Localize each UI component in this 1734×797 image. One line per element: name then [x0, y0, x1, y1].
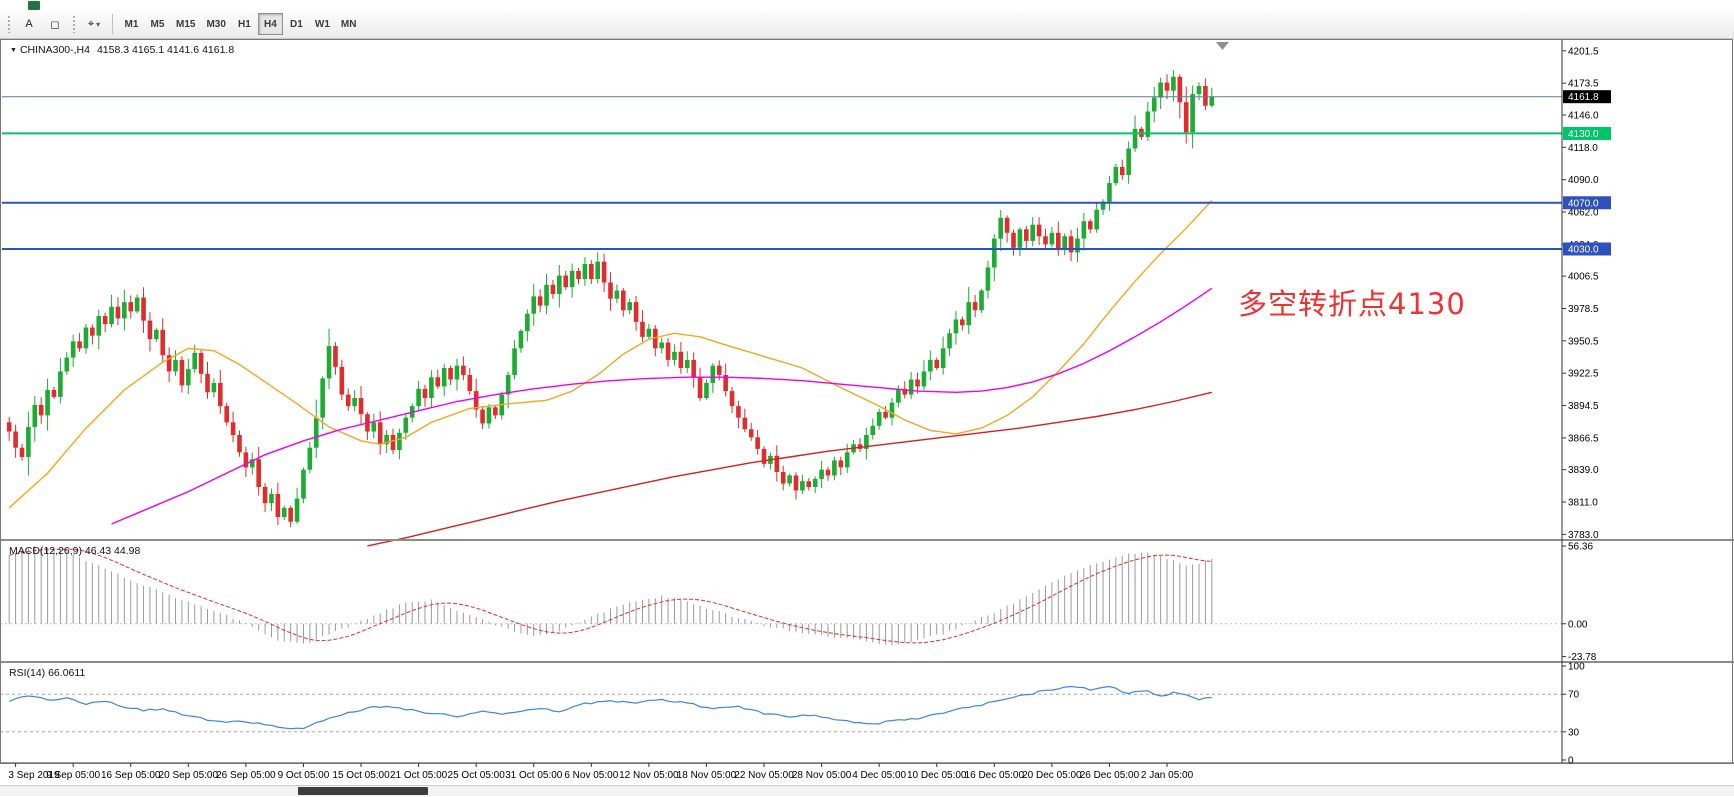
- svg-text:3866.5: 3866.5: [1568, 433, 1599, 444]
- svg-text:4118.0: 4118.0: [1568, 143, 1598, 154]
- svg-text:-23.78: -23.78: [1568, 652, 1597, 663]
- svg-text:4161.8: 4161.8: [1568, 92, 1599, 103]
- cursor-tool-button[interactable]: ⌖ ▾: [82, 13, 106, 35]
- h-scrollbar-thumb[interactable]: [298, 787, 428, 795]
- svg-text:28 Nov 05:00: 28 Nov 05:00: [792, 770, 852, 781]
- svg-text:70: 70: [1568, 690, 1580, 701]
- svg-text:20 Dec 05:00: 20 Dec 05:00: [1022, 770, 1082, 781]
- svg-text:3839.0: 3839.0: [1568, 465, 1599, 476]
- svg-text:0: 0: [1568, 756, 1574, 767]
- svg-text:16 Sep 05:00: 16 Sep 05:00: [101, 770, 161, 781]
- collapse-triangle-icon[interactable]: ▼: [10, 47, 17, 54]
- text-tool-button[interactable]: A: [17, 13, 41, 35]
- rsi-label: RSI(14) 66.0611: [9, 667, 86, 679]
- svg-text:4146.0: 4146.0: [1568, 110, 1599, 121]
- svg-text:3950.5: 3950.5: [1568, 336, 1599, 347]
- svg-text:10 Dec 05:00: 10 Dec 05:00: [907, 770, 967, 781]
- timeframe-d1-button[interactable]: D1: [284, 13, 309, 35]
- svg-text:3922.5: 3922.5: [1568, 369, 1599, 380]
- svg-text:25 Oct 05:00: 25 Oct 05:00: [448, 770, 506, 781]
- svg-text:3894.5: 3894.5: [1568, 401, 1599, 412]
- svg-text:12 Nov 05:00: 12 Nov 05:00: [619, 770, 679, 781]
- price-axis[interactable]: 4201.54173.54146.04118.04090.04062.04034…: [1562, 46, 1611, 541]
- svg-text:4130.0: 4130.0: [1568, 129, 1599, 140]
- ma-mid-line: [111, 287, 1213, 525]
- timeframe-h1-button[interactable]: H1: [232, 13, 257, 35]
- svg-text:4006.5: 4006.5: [1568, 272, 1599, 283]
- svg-text:4 Dec 05:00: 4 Dec 05:00: [852, 770, 906, 781]
- h-scrollbar[interactable]: [0, 785, 1734, 796]
- svg-text:31 Oct 05:00: 31 Oct 05:00: [505, 770, 563, 781]
- chart-area: 4201.54173.54146.04118.04090.04062.04034…: [0, 39, 1734, 796]
- svg-text:4070.0: 4070.0: [1568, 198, 1599, 209]
- toolbar: A ◻ ⌖ ▾ M1 M5 M15 M30 H1 H4 D1 W1 MN: [0, 10, 1734, 39]
- svg-text:26 Sep 05:00: 26 Sep 05:00: [216, 770, 276, 781]
- svg-text:9 Oct 05:00: 9 Oct 05:00: [278, 770, 330, 781]
- app-icon: [28, 1, 40, 10]
- horizontal-levels: [2, 96, 1562, 250]
- chart-annotation: 多空转折点4130: [1238, 287, 1466, 321]
- toolbar-separator: [112, 14, 113, 34]
- timeframe-h4-button[interactable]: H4: [257, 13, 283, 35]
- chevron-down-icon: ▾: [96, 19, 101, 29]
- svg-text:16 Dec 05:00: 16 Dec 05:00: [965, 770, 1025, 781]
- svg-text:2 Jan 05:00: 2 Jan 05:00: [1141, 770, 1194, 781]
- macd-signal-line: [9, 548, 1212, 644]
- timeframe-m1-button[interactable]: M1: [119, 13, 144, 35]
- svg-text:4090.0: 4090.0: [1568, 175, 1599, 186]
- rsi-line: [8, 685, 1212, 730]
- svg-text:4062.0: 4062.0: [1568, 208, 1599, 219]
- candlesticks: [6, 70, 1215, 528]
- macd-label: MACD(12,26,9) 46.43 44.98: [9, 545, 141, 557]
- chart-border: [0, 39, 1733, 764]
- svg-text:15 Oct 05:00: 15 Oct 05:00: [332, 770, 390, 781]
- ma-slow-line: [367, 391, 1212, 547]
- shapes-tool-button[interactable]: ◻: [43, 13, 67, 35]
- timeframe-mn-button[interactable]: MN: [336, 13, 362, 35]
- svg-text:4201.5: 4201.5: [1568, 46, 1599, 57]
- svg-text:4173.5: 4173.5: [1568, 79, 1599, 90]
- symbol-period-label: CHINA300-,H4: [19, 44, 90, 56]
- svg-text:22 Nov 05:00: 22 Nov 05:00: [734, 770, 794, 781]
- timeframe-m15-button[interactable]: M15: [171, 13, 200, 35]
- svg-text:56.36: 56.36: [1568, 542, 1593, 553]
- crosshair-icon: ⌖: [87, 17, 95, 30]
- svg-text:3978.5: 3978.5: [1568, 304, 1599, 315]
- svg-text:3811.0: 3811.0: [1568, 498, 1598, 509]
- svg-text:4030.0: 4030.0: [1568, 244, 1599, 255]
- svg-text:3783.0: 3783.0: [1568, 530, 1599, 541]
- titlebar: [0, 0, 1734, 10]
- timeframe-w1-button[interactable]: W1: [310, 13, 335, 35]
- svg-text:6 Nov 05:00: 6 Nov 05:00: [564, 770, 618, 781]
- chart-shift-marker-icon[interactable]: [1216, 42, 1229, 50]
- svg-text:0.00: 0.00: [1568, 619, 1588, 630]
- timeframe-buttons: M1 M5 M15 M30 H1 H4 D1 W1 MN: [119, 13, 361, 35]
- timeframe-m5-button[interactable]: M5: [145, 13, 170, 35]
- toolbar-grip-2[interactable]: [72, 15, 77, 33]
- chart-canvas[interactable]: 4201.54173.54146.04118.04090.04062.04034…: [0, 39, 1734, 796]
- svg-text:18 Nov 05:00: 18 Nov 05:00: [677, 770, 737, 781]
- svg-text:30: 30: [1568, 727, 1580, 738]
- svg-text:100: 100: [1568, 662, 1585, 673]
- ma-fast-line: [8, 200, 1213, 509]
- ohlc-values: 4158.3 4165.1 4141.6 4161.8: [96, 44, 235, 56]
- svg-text:3 Sep 2019: 3 Sep 2019: [8, 770, 60, 781]
- chart-title: ▼ CHINA300-,H4 4158.3 4165.1 4141.6 4161.8: [10, 44, 234, 56]
- svg-text:20 Sep 05:00: 20 Sep 05:00: [159, 770, 219, 781]
- svg-text:9 Sep 05:00: 9 Sep 05:00: [46, 770, 100, 781]
- svg-text:21 Oct 05:00: 21 Oct 05:00: [390, 770, 448, 781]
- svg-text:26 Dec 05:00: 26 Dec 05:00: [1080, 770, 1140, 781]
- timeframe-m30-button[interactable]: M30: [201, 13, 230, 35]
- toolbar-grip[interactable]: [7, 15, 12, 33]
